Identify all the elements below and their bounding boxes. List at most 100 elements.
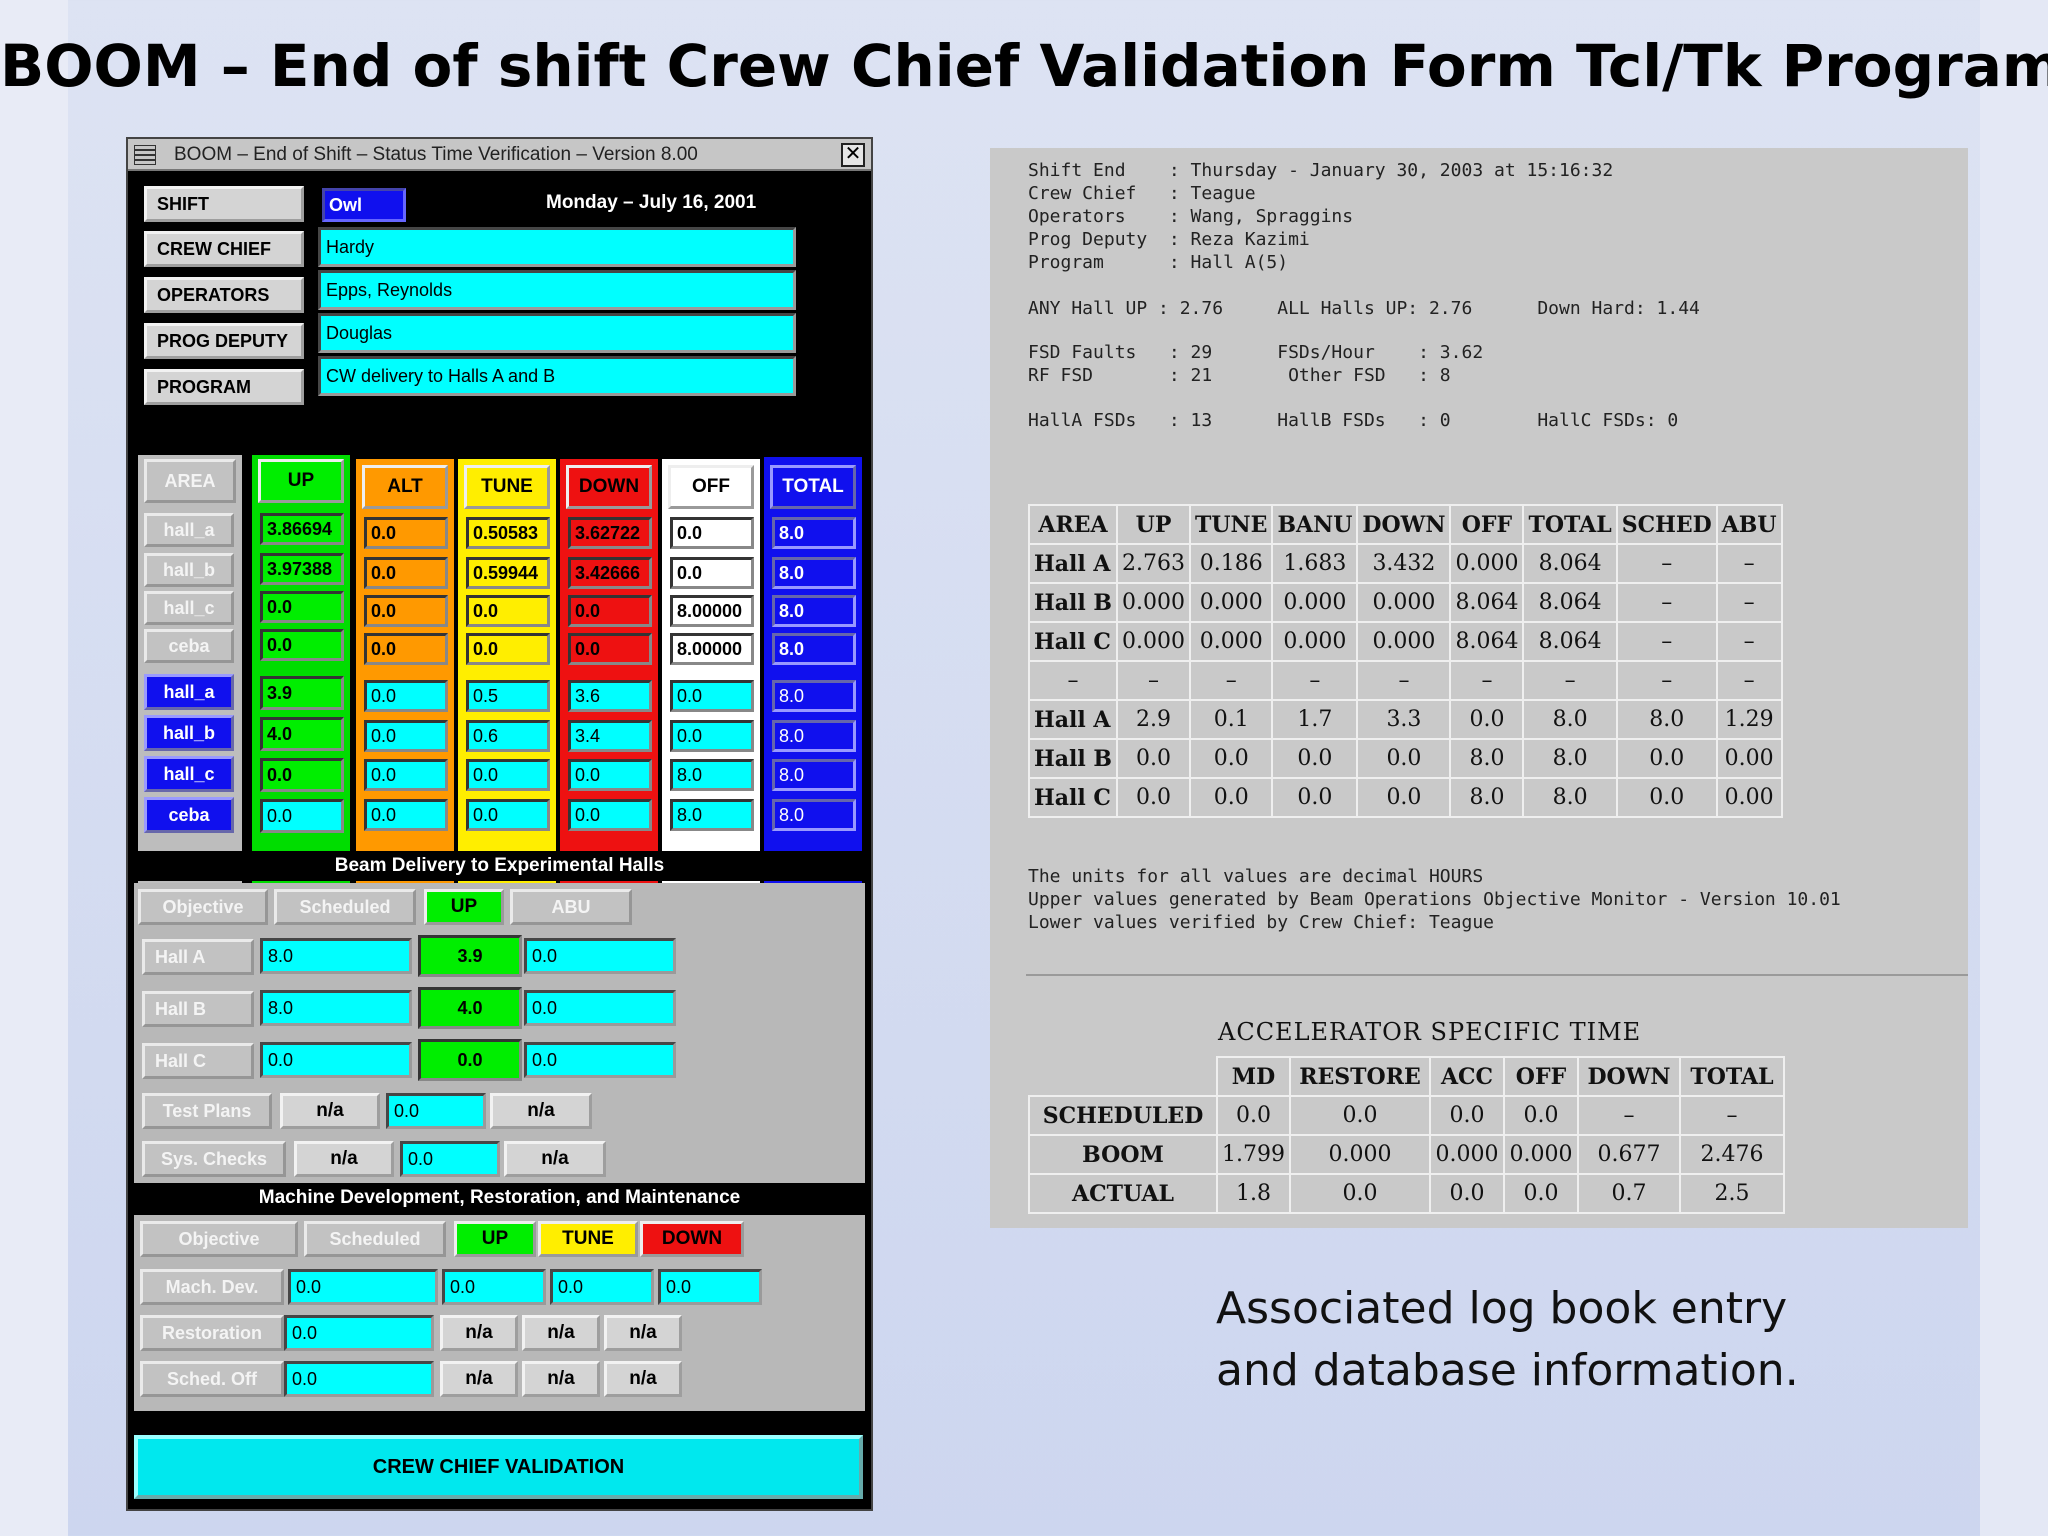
mach-dev-scheduled[interactable]: 0.0 <box>288 1269 438 1305</box>
upper-up-hall-b: 3.97388 <box>260 553 344 585</box>
lower-tune-hall-b[interactable]: 0.6 <box>466 720 550 752</box>
down-header: DOWN <box>566 465 652 509</box>
log-area-table-header-row: AREA UP TUNE BANU DOWN OFF TOTAL SCHED A… <box>1027 504 1783 545</box>
table-row: Hall A 2.9 0.1 1.7 3.3 0.0 8.0 8.0 1.29 <box>1027 699 1783 740</box>
lower-down-hall-a[interactable]: 3.6 <box>568 680 652 712</box>
upper-area-hall-a: hall_a <box>144 513 234 547</box>
log-cell: 0.0 <box>1271 738 1359 779</box>
log-cell: 0.000 <box>1271 621 1359 662</box>
accelerator-time-table: MD RESTORE ACC OFF DOWN TOTAL SCHEDULED … <box>1028 1056 1785 1214</box>
test-plans-field[interactable]: 0.0 <box>386 1093 486 1129</box>
mach-dev-tune[interactable]: 0.0 <box>550 1269 654 1305</box>
mdrm-tune-header: TUNE <box>538 1221 638 1257</box>
table-row: Hall C 0.0 0.0 0.0 0.0 8.0 8.0 0.0 0.00 <box>1027 777 1783 818</box>
upper-total-hall-a: 8.0 <box>772 517 856 549</box>
upper-down-ceba: 0.0 <box>568 633 652 665</box>
log-cell: 0.00 <box>1715 738 1783 779</box>
log-cell: – <box>1615 621 1718 662</box>
lower-area-ceba: ceba <box>144 797 234 833</box>
log-cell: – <box>1715 582 1783 623</box>
lower-down-hall-c[interactable]: 0.0 <box>568 759 652 791</box>
lower-down-hall-b[interactable]: 3.4 <box>568 720 652 752</box>
log-cell: Hall C <box>1027 621 1119 662</box>
crew-chief-validation-button[interactable]: CREW CHIEF VALIDATION <box>134 1435 863 1499</box>
window-title: BOOM – End of Shift – Status Time Verifi… <box>174 144 698 165</box>
beam-hall-b-abu[interactable]: 0.0 <box>524 990 676 1026</box>
program-label: PROGRAM <box>144 369 304 405</box>
lower-up-hall-c[interactable]: 0.0 <box>260 758 344 792</box>
restoration-na-down: n/a <box>604 1315 682 1351</box>
log-cell: 0.0 <box>1188 777 1274 818</box>
mdrm-scheduled-header: Scheduled <box>304 1221 446 1257</box>
beam-hall-b-scheduled[interactable]: 8.0 <box>260 990 412 1026</box>
crew-chief-field[interactable]: Hardy <box>318 227 796 267</box>
crew-chief-label: CREW CHIEF <box>144 231 304 267</box>
lower-off-hall-a[interactable]: 0.0 <box>670 680 754 712</box>
log-cell: 1.683 <box>1271 543 1359 584</box>
beam-hall-c-scheduled[interactable]: 0.0 <box>260 1042 412 1078</box>
lower-alt-hall-a[interactable]: 0.0 <box>364 680 448 712</box>
upper-tune-ceba: 0.0 <box>466 633 550 665</box>
acc-th-acc: ACC <box>1428 1056 1505 1097</box>
log-cell: 0.000 <box>1116 621 1191 662</box>
lower-alt-hall-b[interactable]: 0.0 <box>364 720 448 752</box>
lower-down-ceba[interactable]: 0.0 <box>568 799 652 831</box>
lower-tune-hall-c[interactable]: 0.0 <box>466 759 550 791</box>
off-header: OFF <box>668 465 754 509</box>
upper-off-hall-b: 0.0 <box>670 557 754 589</box>
lower-alt-hall-c[interactable]: 0.0 <box>364 759 448 791</box>
lower-off-ceba[interactable]: 8.0 <box>670 799 754 831</box>
mach-dev-up[interactable]: 0.0 <box>442 1269 546 1305</box>
log-th-total: TOTAL <box>1522 504 1618 545</box>
close-icon[interactable]: ✕ <box>841 143 865 167</box>
lower-up-ceba[interactable]: 0.0 <box>260 799 344 833</box>
log-lower-values-line: Lower values verified by Crew Chief: Tea… <box>1028 912 1494 933</box>
sys-checks-field[interactable]: 0.0 <box>400 1141 500 1177</box>
table-row: BOOM 1.799 0.000 0.000 0.000 0.677 2.476 <box>1028 1134 1785 1175</box>
upper-alt-hall-c: 0.0 <box>364 595 448 627</box>
sys-checks-na-1: n/a <box>294 1141 394 1177</box>
operators-field[interactable]: Epps, Reynolds <box>318 270 796 310</box>
log-line-rf-fsd: RF FSD : 21 Other FSD : 8 <box>1028 365 1451 386</box>
sched-off-na-tune: n/a <box>522 1361 600 1397</box>
restoration-scheduled[interactable]: 0.0 <box>284 1315 434 1351</box>
acc-table-header-row: MD RESTORE ACC OFF DOWN TOTAL <box>1028 1056 1785 1097</box>
acc-row-label: BOOM <box>1028 1134 1218 1175</box>
prog-deputy-field[interactable]: Douglas <box>318 313 796 353</box>
upper-total-ceba: 8.0 <box>772 633 856 665</box>
window-titlebar[interactable]: BOOM – End of Shift – Status Time Verifi… <box>128 139 871 171</box>
beam-hall-b-up[interactable]: 4.0 <box>418 987 522 1029</box>
beam-hall-a-up[interactable]: 3.9 <box>418 935 522 977</box>
log-cell: 8.0 <box>1449 738 1525 779</box>
beam-hall-a-scheduled[interactable]: 8.0 <box>260 938 412 974</box>
acc-row-label: ACTUAL <box>1028 1173 1218 1214</box>
operators-label: OPERATORS <box>144 277 304 313</box>
log-cell: Hall A <box>1027 699 1119 740</box>
beam-hall-c-up[interactable]: 0.0 <box>418 1039 522 1081</box>
area-header: AREA <box>144 459 236 503</box>
program-field[interactable]: CW delivery to Halls A and B <box>318 356 796 396</box>
prog-deputy-label: PROG DEPUTY <box>144 323 304 359</box>
boom-window: BOOM – End of Shift – Status Time Verifi… <box>126 137 873 1511</box>
log-line-program: Program : Hall A(5) <box>1028 252 1289 273</box>
log-divider <box>1026 974 1968 976</box>
mach-dev-down[interactable]: 0.0 <box>658 1269 762 1305</box>
sched-off-scheduled[interactable]: 0.0 <box>284 1361 434 1397</box>
shift-field[interactable]: Owl <box>322 188 406 222</box>
lower-off-hall-b[interactable]: 0.0 <box>670 720 754 752</box>
accelerator-time-title: ACCELERATOR SPECIFIC TIME <box>1218 1018 1642 1046</box>
mach-dev-label: Mach. Dev. <box>140 1269 284 1305</box>
lower-alt-ceba[interactable]: 0.0 <box>364 799 448 831</box>
upper-area-ceba: ceba <box>144 629 234 663</box>
lower-up-hall-a[interactable]: 3.9 <box>260 676 344 710</box>
window-menu-icon[interactable] <box>134 145 156 165</box>
upper-tune-hall-a: 0.50583 <box>466 517 550 549</box>
lower-tune-ceba[interactable]: 0.0 <box>466 799 550 831</box>
log-units-line: The units for all values are decimal HOU… <box>1028 866 1484 887</box>
acc-th-down: DOWN <box>1576 1056 1681 1097</box>
beam-hall-a-abu[interactable]: 0.0 <box>524 938 676 974</box>
beam-hall-c-abu[interactable]: 0.0 <box>524 1042 676 1078</box>
lower-tune-hall-a[interactable]: 0.5 <box>466 680 550 712</box>
lower-off-hall-c[interactable]: 8.0 <box>670 759 754 791</box>
lower-up-hall-b[interactable]: 4.0 <box>260 717 344 751</box>
